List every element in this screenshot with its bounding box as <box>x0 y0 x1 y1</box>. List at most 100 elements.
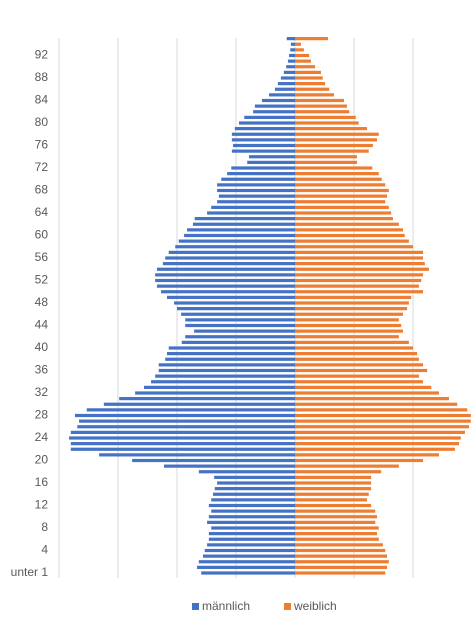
bar <box>217 188 295 193</box>
y-tick-label: 32 <box>35 385 49 399</box>
bar <box>295 65 316 69</box>
bar <box>155 278 295 283</box>
bar <box>286 65 295 69</box>
bar <box>295 262 425 266</box>
bar <box>295 188 389 193</box>
bar <box>295 537 379 541</box>
bar <box>156 267 295 271</box>
bar <box>295 560 389 564</box>
y-tick-label: 28 <box>35 408 49 422</box>
y-tick-label: 16 <box>35 475 49 489</box>
bar <box>231 132 295 136</box>
bar <box>165 357 295 361</box>
bar <box>295 76 323 80</box>
bar <box>295 200 386 204</box>
bar <box>211 498 295 502</box>
bar <box>143 385 295 389</box>
bar <box>248 155 295 159</box>
bar <box>295 425 470 429</box>
bar <box>231 166 295 170</box>
bar <box>295 127 367 131</box>
y-tick-label: 52 <box>35 273 49 287</box>
y-tick-label: 60 <box>35 228 49 242</box>
bar <box>234 127 295 131</box>
bar <box>155 374 295 378</box>
bar <box>295 352 418 356</box>
bar <box>295 37 329 41</box>
bar <box>295 532 378 536</box>
bar <box>290 42 295 46</box>
bar <box>192 222 295 226</box>
bar <box>295 470 382 474</box>
bar <box>247 160 295 164</box>
bar <box>295 110 350 114</box>
bar <box>132 458 295 463</box>
bar <box>194 217 295 221</box>
bar <box>201 571 295 575</box>
bar <box>135 391 295 395</box>
bar <box>295 149 369 153</box>
bar <box>295 48 304 52</box>
bar <box>162 262 295 266</box>
bar <box>295 515 378 519</box>
bar <box>227 172 295 176</box>
bar <box>283 70 295 74</box>
bar <box>295 138 378 142</box>
bar <box>295 250 424 254</box>
bar <box>287 59 295 63</box>
bar <box>187 228 295 232</box>
bar <box>295 194 388 198</box>
bar <box>231 149 295 153</box>
bar <box>211 509 295 513</box>
bar <box>295 307 408 311</box>
bar <box>70 442 295 446</box>
bar <box>295 481 372 485</box>
bar <box>295 430 465 434</box>
bar <box>295 290 424 294</box>
bar <box>165 256 295 260</box>
y-tick-label: 48 <box>35 295 49 309</box>
bar <box>177 307 295 311</box>
bar <box>69 436 295 440</box>
bar <box>295 397 449 401</box>
bar <box>295 526 379 530</box>
bar <box>295 464 399 468</box>
bar <box>221 177 295 181</box>
bar <box>295 228 403 232</box>
bar <box>103 402 295 406</box>
bar <box>295 245 413 249</box>
bar <box>174 301 295 305</box>
bar <box>166 352 295 356</box>
bar <box>295 509 376 513</box>
bar <box>238 121 295 125</box>
bar <box>164 464 295 468</box>
bar <box>295 329 403 333</box>
bar <box>166 295 295 299</box>
bar <box>208 537 295 541</box>
bar <box>295 323 402 328</box>
bar <box>204 548 295 553</box>
bar <box>274 87 295 91</box>
y-tick-label: 80 <box>35 115 49 129</box>
bar <box>295 458 424 463</box>
bar <box>295 419 471 423</box>
bar <box>295 374 419 378</box>
bar <box>295 554 388 558</box>
bar <box>277 82 295 86</box>
bar <box>295 93 334 97</box>
bar <box>77 425 295 429</box>
bar <box>295 565 388 569</box>
bar <box>207 520 295 524</box>
bar <box>286 37 295 41</box>
bar <box>295 453 439 457</box>
bar <box>295 357 419 361</box>
bar <box>295 177 382 181</box>
bar <box>212 492 295 496</box>
bar <box>295 413 471 418</box>
y-tick-label: 68 <box>35 183 49 197</box>
bar <box>295 87 330 91</box>
bar <box>295 70 321 74</box>
bar <box>295 447 455 451</box>
bar <box>202 554 295 558</box>
bar <box>295 312 403 316</box>
